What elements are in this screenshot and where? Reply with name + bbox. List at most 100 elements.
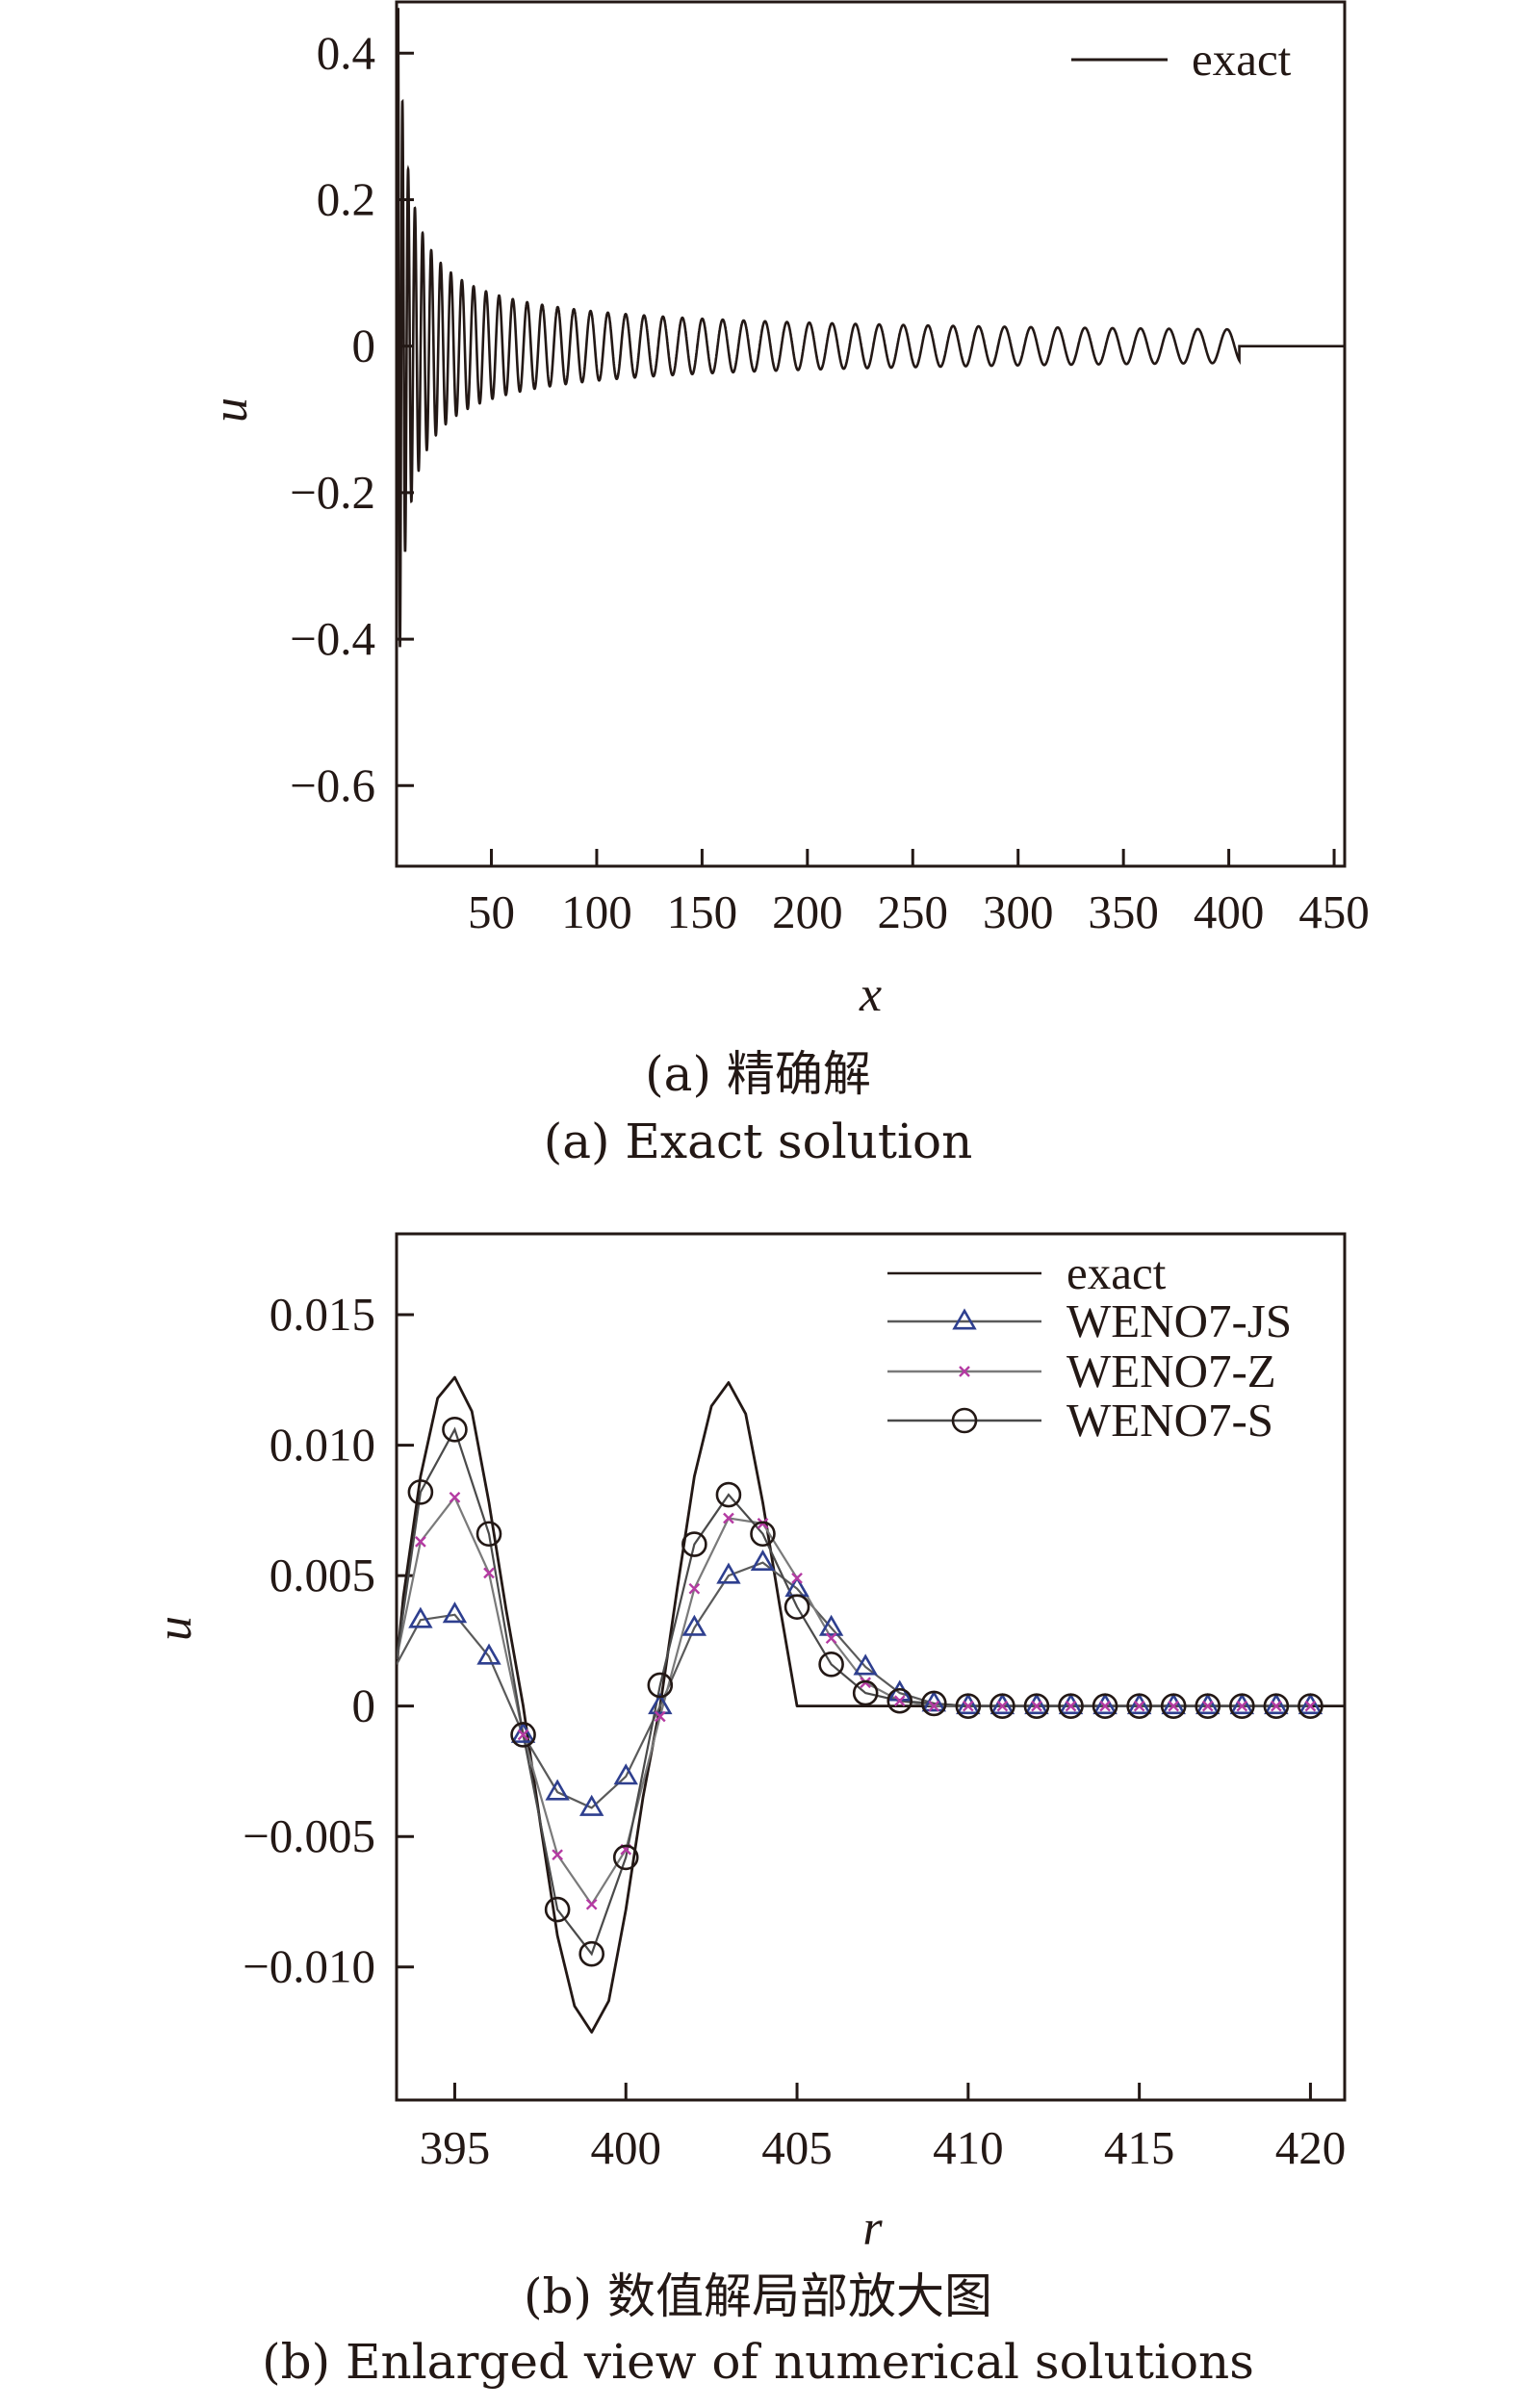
weno7-z-point [1304,1700,1317,1712]
x-tick-label: 420 [1275,2121,1347,2174]
weno7-z-point [791,1572,803,1584]
weno7-z-point-stroke [996,1700,1009,1712]
x-tick-label: 100 [561,885,632,938]
weno7-js-point [545,1779,570,1801]
weno7-js-point [1024,1693,1049,1715]
weno7-s-series-line [397,1426,1311,1957]
weno7-z-point-stroke [688,1582,701,1595]
weno7-z-point-stroke [517,1729,529,1741]
weno7-s-point [886,1687,913,1714]
y-tick-label: −0.6 [290,758,375,811]
weno7-z-point-stroke [962,1700,974,1712]
weno7-s-point [989,1693,1015,1719]
weno7-js-point [681,1614,707,1636]
x-axis-label: r [862,2201,883,2256]
chart-a-caption-cn: (a) 精确解 [645,1046,871,1102]
y-axis-label: u [203,397,258,423]
weno7-js-point [1126,1693,1152,1715]
chart-a-plot: 50 100 150 200 250 300 350 400 450 0.4 0.2 0 −0.2 −0.… [203,0,1370,1022]
legend-weno7-js-label: WENO7-JS [1066,1294,1292,1347]
weno7-z-point [893,1695,906,1707]
weno7-z-series-line [397,1495,1311,1907]
weno7-z-point-stroke [1236,1700,1248,1712]
weno7-js-point [818,1614,844,1636]
weno7-z-point-stroke [654,1710,666,1723]
y-tick-label: 0 [352,320,376,372]
weno7-z-point-stroke [552,1849,563,1861]
x-tick-label: 400 [590,2121,661,2174]
weno7-s-point [544,1896,571,1923]
weno7-s-point [612,1844,639,1871]
exact-series-line [397,1375,1345,2034]
chart-b-caption-en: (b) Enlarged view of numerical solutions [262,2334,1254,2390]
chart-a: 50 100 150 200 250 300 350 400 450 0.4 0.2 0 −0.2 −0.… [0,0,1516,1184]
weno7-s-point [920,1690,947,1717]
legend-exact-label: exact [1066,1246,1167,1299]
weno7-z-point [415,1536,426,1548]
y-tick-label: 0.2 [317,172,375,225]
weno7-z-point [688,1582,701,1595]
weno7-z-point-stroke [449,1491,461,1503]
weno7-z-point [928,1700,940,1712]
weno7-js-point [750,1549,776,1572]
weno7-s-point [852,1679,879,1706]
weno7-z-point [1133,1700,1145,1712]
x-tick-label: 250 [878,885,949,938]
weno7-z-point [996,1700,1009,1712]
weno7-s-point [750,1521,776,1548]
legend-exact-label: exact [1192,33,1292,86]
y-tick-label: 0.005 [270,1549,375,1601]
weno7-z-point-stroke [1168,1700,1180,1712]
weno7-s-point [818,1651,844,1678]
weno7-z-point [585,1898,598,1910]
weno7-z-point [1168,1700,1180,1712]
y-tick-label: 0.015 [270,1288,375,1341]
weno7-s-point [475,1521,502,1548]
weno7-z-point [1236,1700,1248,1712]
weno7-z-point [449,1491,461,1503]
weno7-js-point [1298,1693,1323,1715]
chart-b-plot: 395 400 405 410 415 420 0.015 0.010 0.005 0 −0.005… [147,1232,1347,2256]
weno7-s-point [784,1594,810,1620]
legend-weno7-s-label: WENO7-S [1066,1394,1273,1447]
legend-weno7-z-marker [959,1366,970,1377]
weno7-z-point [825,1632,837,1645]
weno7-js-point [1161,1693,1186,1715]
weno7-js-point [442,1601,468,1624]
weno7-js-point [989,1693,1015,1715]
weno7-z-point-stroke [1201,1700,1214,1712]
plot-frame [395,0,1347,868]
x-tick-label: 350 [1088,885,1159,938]
weno7-z-point-stroke [1304,1700,1317,1712]
weno7-z-point-stroke [928,1700,940,1712]
weno7-s-point [442,1417,468,1443]
weno7-s-point [715,1481,742,1508]
weno7-js-point [408,1606,433,1628]
weno7-z-point-stroke [483,1567,495,1579]
weno7-js-point [648,1693,673,1715]
weno7-z-point-stroke [723,1512,734,1524]
weno7-js-point [853,1653,878,1676]
weno7-z-point-stroke [1065,1700,1077,1712]
weno7-z-point [552,1849,563,1861]
x-tick-label: 410 [933,2121,1004,2174]
weno7-z-point [723,1512,734,1524]
weno7-s-point [1160,1693,1187,1719]
weno7-z-point [654,1710,666,1723]
x-tick-label: 450 [1298,885,1370,938]
legend-weno7-z-marker-stroke [959,1366,970,1377]
weno7-s-point [681,1531,707,1557]
y-axis-label: u [147,1616,202,1641]
x-tick-label: 400 [1194,885,1265,938]
x-tick-label: 200 [772,885,843,938]
weno7-s-point [1092,1693,1118,1719]
weno7-z-point-stroke [415,1536,426,1548]
x-tick-label: 415 [1104,2121,1175,2174]
exact-series-line [395,8,1345,725]
legend-weno7-js-marker [952,1308,977,1330]
x-tick-label: 395 [420,2121,491,2174]
y-tick-label: −0.4 [290,612,375,665]
x-tick-label: 150 [667,885,738,938]
x-tick-label: 405 [761,2121,833,2174]
weno7-js-point [578,1794,604,1816]
